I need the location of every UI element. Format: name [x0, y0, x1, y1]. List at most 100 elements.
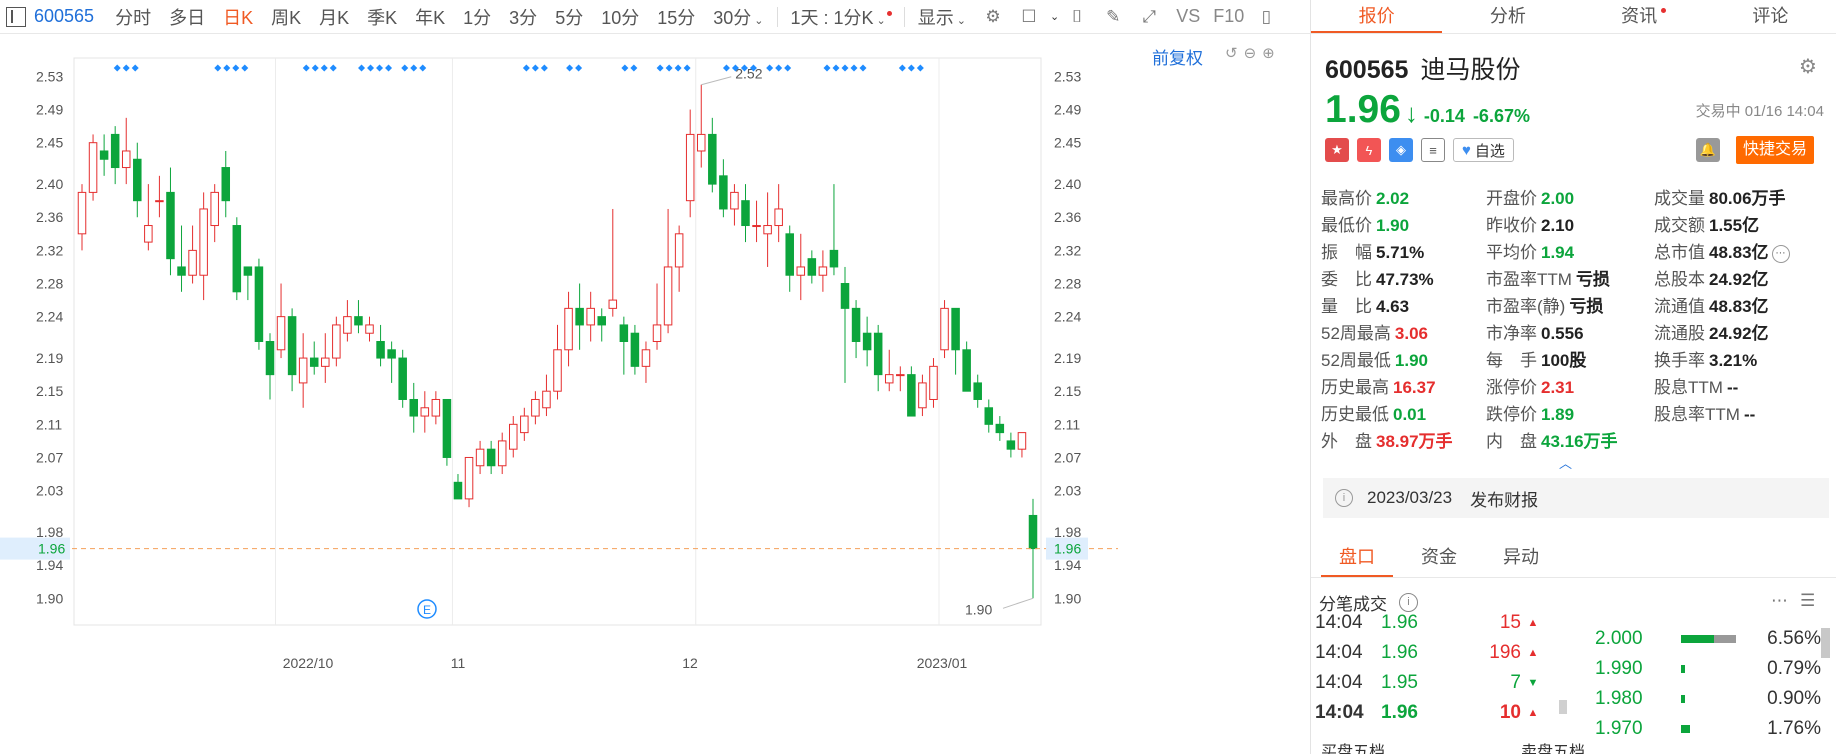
tab-orderbook[interactable]: 盘口	[1321, 538, 1393, 577]
candle-up	[918, 382, 927, 409]
gear-icon[interactable]: ⚙	[1799, 56, 1817, 78]
collapse-caret-icon[interactable]: ︿	[1559, 456, 1573, 471]
signal-diamond-marker	[320, 64, 328, 72]
quote-grid: 最高价 2.02 开盘价 2.00 成交量 80.06万手 最低价 1.90 昨收价 2.10 成交…	[1311, 184, 1836, 454]
camera-icon[interactable]: ⌷	[1072, 6, 1083, 26]
china-flag-icon[interactable]: ★	[1325, 138, 1349, 162]
candle-down	[110, 133, 120, 169]
notice-date: 2023/03/23	[1367, 488, 1453, 507]
period-tab[interactable]: 1分	[463, 7, 492, 28]
quote-value: 2.31	[1541, 378, 1575, 397]
quote-value: 48.83亿	[1709, 243, 1769, 262]
quote-cell: 历史最低 0.01	[1311, 400, 1476, 427]
candle-down	[354, 316, 363, 326]
period-tab[interactable]: 年K	[415, 7, 446, 28]
candle-up	[752, 225, 761, 228]
pencil-icon[interactable]: ✎	[1106, 6, 1121, 26]
more-icon[interactable]: ⋯	[1771, 591, 1788, 610]
quote-value: 47.73%	[1376, 270, 1434, 289]
document-icon[interactable]: ≡	[1421, 138, 1445, 162]
sidebar-toggle-icon[interactable]	[6, 6, 26, 27]
add-watchlist-button[interactable]: ♥ 自选	[1453, 138, 1514, 162]
quote-key: 换手率	[1654, 351, 1705, 370]
quote-key: 股息TTM	[1654, 378, 1723, 397]
quote-key: 市净率	[1486, 324, 1537, 343]
tick-time: 14:04	[1315, 702, 1364, 723]
quote-key: 历史最低	[1321, 405, 1389, 424]
info-icon[interactable]: i	[1399, 593, 1418, 612]
kline-chart-area[interactable]: 2.53 2.53 2.49 2.49 2.45 2.45 2.40 2.40 2.36 2.36…	[0, 34, 1310, 754]
tab-news[interactable]: 资讯	[1574, 0, 1705, 33]
signal-diamond-marker	[223, 64, 231, 72]
period-tab[interactable]: 15分	[657, 7, 696, 28]
tag-icon[interactable]: ◈	[1389, 138, 1413, 162]
tab-comments[interactable]: 评论	[1752, 6, 1789, 26]
period-tab[interactable]: 月K	[319, 7, 350, 28]
tab-quote[interactable]: 报价	[1311, 0, 1443, 33]
tab-capital[interactable]: 资金	[1421, 547, 1457, 567]
quote-cell: 振 幅 5.71%	[1311, 238, 1476, 265]
quote-key: 流通股	[1654, 324, 1705, 343]
candle-down	[630, 332, 640, 367]
list-icon[interactable]: ☰	[1800, 591, 1816, 610]
drawing-square-icon[interactable]: ☐	[1021, 6, 1037, 26]
period-tab-active[interactable]: 日K	[223, 7, 254, 28]
vs-compare-button[interactable]: VS	[1176, 6, 1201, 26]
flash-icon[interactable]: ϟ	[1357, 138, 1381, 162]
stock-code[interactable]: 600565	[34, 6, 95, 26]
tab-analysis[interactable]: 分析	[1489, 6, 1526, 26]
panel-toggle-icon[interactable]: ▯	[1261, 6, 1271, 26]
candle-up	[553, 349, 562, 392]
tab-movement[interactable]: 异动	[1503, 547, 1539, 567]
candle-up	[564, 307, 573, 351]
quick-trade-button[interactable]: 快捷交易	[1736, 136, 1815, 164]
reset-icon[interactable]: ↺	[1225, 45, 1238, 62]
fullscreen-icon[interactable]: ⤢	[1142, 6, 1156, 26]
scroll-indicator[interactable]	[1559, 700, 1567, 714]
period-tab[interactable]: 5分	[555, 7, 584, 28]
kline-chart[interactable]: 2.53 2.53 2.49 2.49 2.45 2.45 2.40 2.40 2.36 2.36…	[0, 34, 1310, 754]
period-tab[interactable]: 季K	[367, 7, 398, 28]
orderbook-tabs: 盘口 资金 异动	[1311, 538, 1836, 578]
info-icon: i	[1335, 489, 1353, 507]
more-icon[interactable]: ⋯	[1771, 244, 1790, 263]
quote-key: 市盈率(静)	[1486, 297, 1566, 316]
period-tab[interactable]: 3分	[509, 7, 538, 28]
candle-down	[741, 200, 750, 227]
y-tick-label-left: 2.49	[36, 102, 63, 118]
scrollbar[interactable]	[1819, 628, 1833, 740]
quote-cell: 委 比 47.73%	[1311, 265, 1476, 292]
quote-cell: 股息率TTM --	[1644, 400, 1809, 427]
adjust-restore-button[interactable]: 前复权	[1152, 49, 1203, 68]
zoom-in-icon[interactable]: ⊕	[1262, 45, 1275, 62]
interval-select[interactable]: 1天 : 1分K ⌄	[782, 4, 900, 30]
y-tick-label-right: 2.03	[1054, 483, 1081, 499]
chevron-down-icon[interactable]: ⌄	[1049, 11, 1060, 23]
candle-up	[884, 374, 894, 384]
display-menu[interactable]: 显示 ⌄	[909, 4, 975, 30]
period-tab[interactable]: 多日	[169, 7, 206, 28]
period-tab[interactable]: 分时	[115, 7, 152, 28]
earnings-notice[interactable]: i 2023/03/23 发布财报	[1323, 478, 1829, 518]
candle-up	[155, 200, 164, 203]
f10-button[interactable]: F10	[1213, 6, 1245, 26]
depth-bar	[1681, 695, 1751, 703]
candle-down	[973, 382, 982, 400]
period-tab[interactable]: 周K	[271, 7, 302, 28]
candle-down	[442, 398, 452, 458]
zoom-out-icon[interactable]: ⊖	[1243, 45, 1257, 62]
bell-icon[interactable]: 🔔	[1696, 138, 1720, 162]
bottom-tabs: 买盘五档 卖盘五档	[1311, 738, 1836, 754]
quote-cell: 开盘价 2.00	[1476, 184, 1644, 211]
depth-pct: 0.90%	[1767, 688, 1821, 709]
scrollbar-thumb[interactable]	[1821, 628, 1830, 658]
candle-down	[862, 332, 872, 351]
settings-gear-icon[interactable]: ⚙	[985, 6, 1001, 26]
event-marker-icon[interactable]	[417, 599, 437, 619]
candle-down	[873, 332, 883, 376]
period-dropdown[interactable]: 30分 ⌄	[704, 4, 772, 30]
quote-value: --	[1743, 405, 1756, 424]
period-tab[interactable]: 10分	[601, 7, 640, 28]
period-dropdown-label: 30分	[713, 7, 752, 28]
quote-key: 最低价	[1321, 216, 1372, 235]
